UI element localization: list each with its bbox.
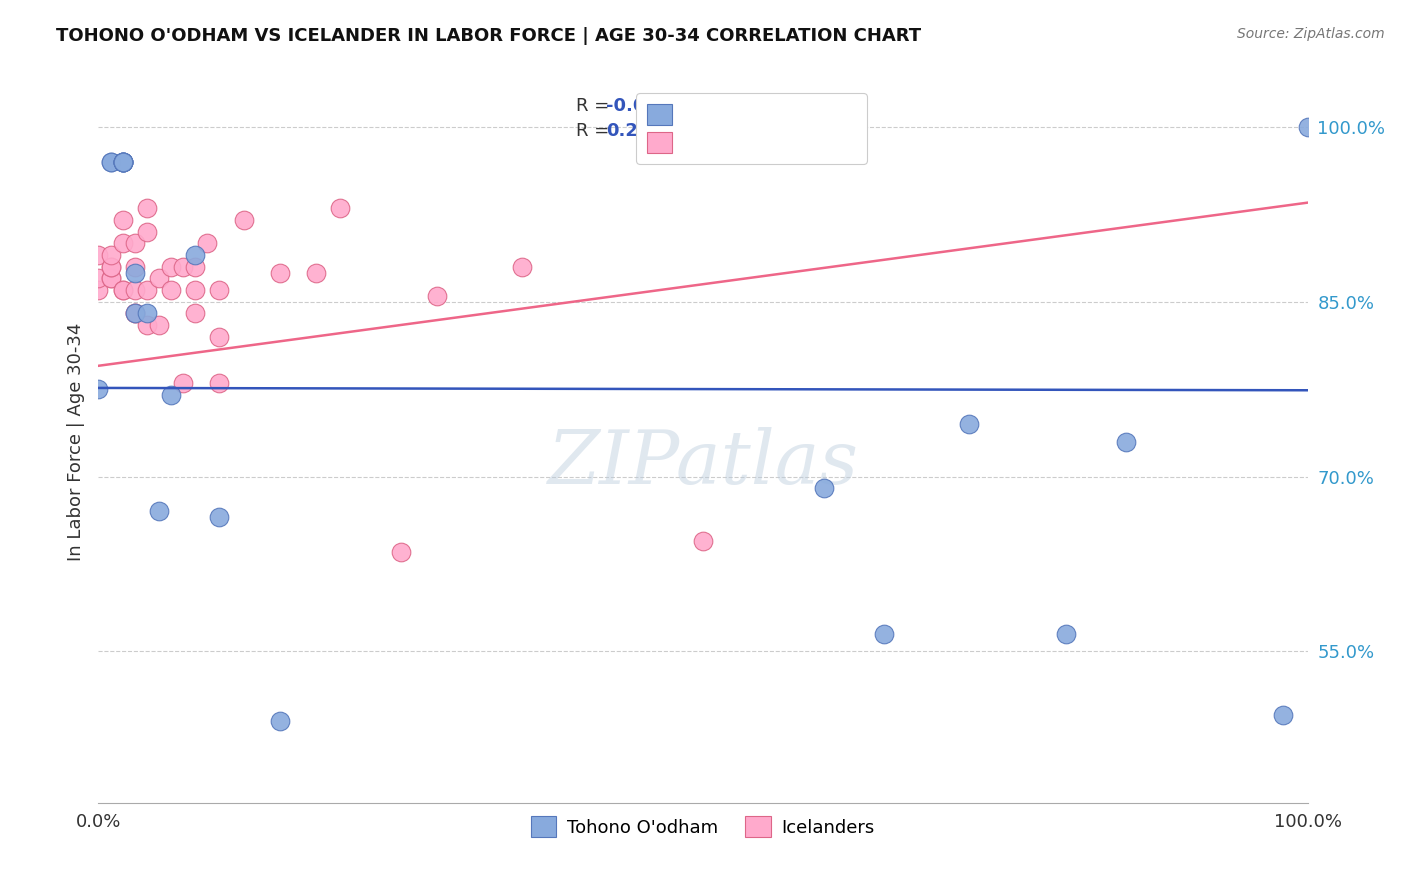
- Point: [87, 382, 110, 396]
- Point: [111, 213, 134, 227]
- Point: [305, 266, 328, 280]
- Point: [184, 283, 207, 297]
- Point: [111, 154, 134, 169]
- Point: [124, 266, 146, 280]
- Point: [208, 376, 231, 391]
- Point: [100, 248, 122, 262]
- Point: [269, 714, 291, 729]
- Point: [111, 154, 134, 169]
- Point: [111, 236, 134, 251]
- Text: Source: ZipAtlas.com: Source: ZipAtlas.com: [1237, 27, 1385, 41]
- Point: [124, 283, 146, 297]
- Point: [124, 306, 146, 320]
- Point: [389, 545, 412, 559]
- Text: N = 24: N = 24: [648, 96, 723, 114]
- Point: [111, 154, 134, 169]
- Point: [269, 266, 291, 280]
- Point: [184, 306, 207, 320]
- Point: [1272, 708, 1295, 723]
- Point: [426, 289, 449, 303]
- Point: [135, 318, 157, 332]
- Point: [510, 260, 533, 274]
- Point: [124, 306, 146, 320]
- Point: [1296, 120, 1319, 134]
- Point: [100, 154, 122, 169]
- Point: [135, 283, 157, 297]
- Text: 0.287: 0.287: [606, 122, 664, 140]
- Point: [87, 248, 110, 262]
- Point: [160, 283, 183, 297]
- Point: [111, 154, 134, 169]
- Point: [184, 260, 207, 274]
- Point: [100, 271, 122, 285]
- Text: R =: R =: [576, 122, 614, 140]
- Point: [957, 417, 980, 431]
- Point: [148, 271, 170, 285]
- Point: [172, 376, 194, 391]
- Point: [111, 283, 134, 297]
- Point: [873, 627, 896, 641]
- Point: [208, 510, 231, 524]
- Point: [135, 225, 157, 239]
- Point: [195, 236, 218, 251]
- Text: R =: R =: [576, 96, 614, 114]
- Point: [813, 481, 835, 495]
- Point: [232, 213, 254, 227]
- Point: [111, 283, 134, 297]
- Point: [1054, 627, 1077, 641]
- Legend: Tohono O'odham, Icelanders: Tohono O'odham, Icelanders: [524, 809, 882, 845]
- Point: [208, 283, 231, 297]
- Text: N = 42: N = 42: [648, 122, 723, 140]
- Text: -0.012: -0.012: [606, 96, 671, 114]
- Point: [135, 306, 157, 320]
- Point: [172, 260, 194, 274]
- Point: [208, 329, 231, 343]
- Point: [111, 154, 134, 169]
- Point: [160, 260, 183, 274]
- Point: [100, 260, 122, 274]
- Point: [100, 154, 122, 169]
- Text: TOHONO O'ODHAM VS ICELANDER IN LABOR FORCE | AGE 30-34 CORRELATION CHART: TOHONO O'ODHAM VS ICELANDER IN LABOR FOR…: [56, 27, 921, 45]
- Point: [329, 202, 352, 216]
- Point: [148, 318, 170, 332]
- Point: [160, 388, 183, 402]
- Point: [100, 260, 122, 274]
- Point: [1115, 434, 1137, 449]
- Point: [692, 533, 714, 548]
- Text: ZIPatlas: ZIPatlas: [547, 427, 859, 500]
- Point: [124, 236, 146, 251]
- Point: [184, 248, 207, 262]
- Point: [111, 154, 134, 169]
- Point: [87, 271, 110, 285]
- Point: [124, 260, 146, 274]
- Point: [87, 283, 110, 297]
- Point: [100, 271, 122, 285]
- Point: [135, 202, 157, 216]
- Point: [148, 504, 170, 518]
- Y-axis label: In Labor Force | Age 30-34: In Labor Force | Age 30-34: [66, 322, 84, 561]
- Point: [124, 306, 146, 320]
